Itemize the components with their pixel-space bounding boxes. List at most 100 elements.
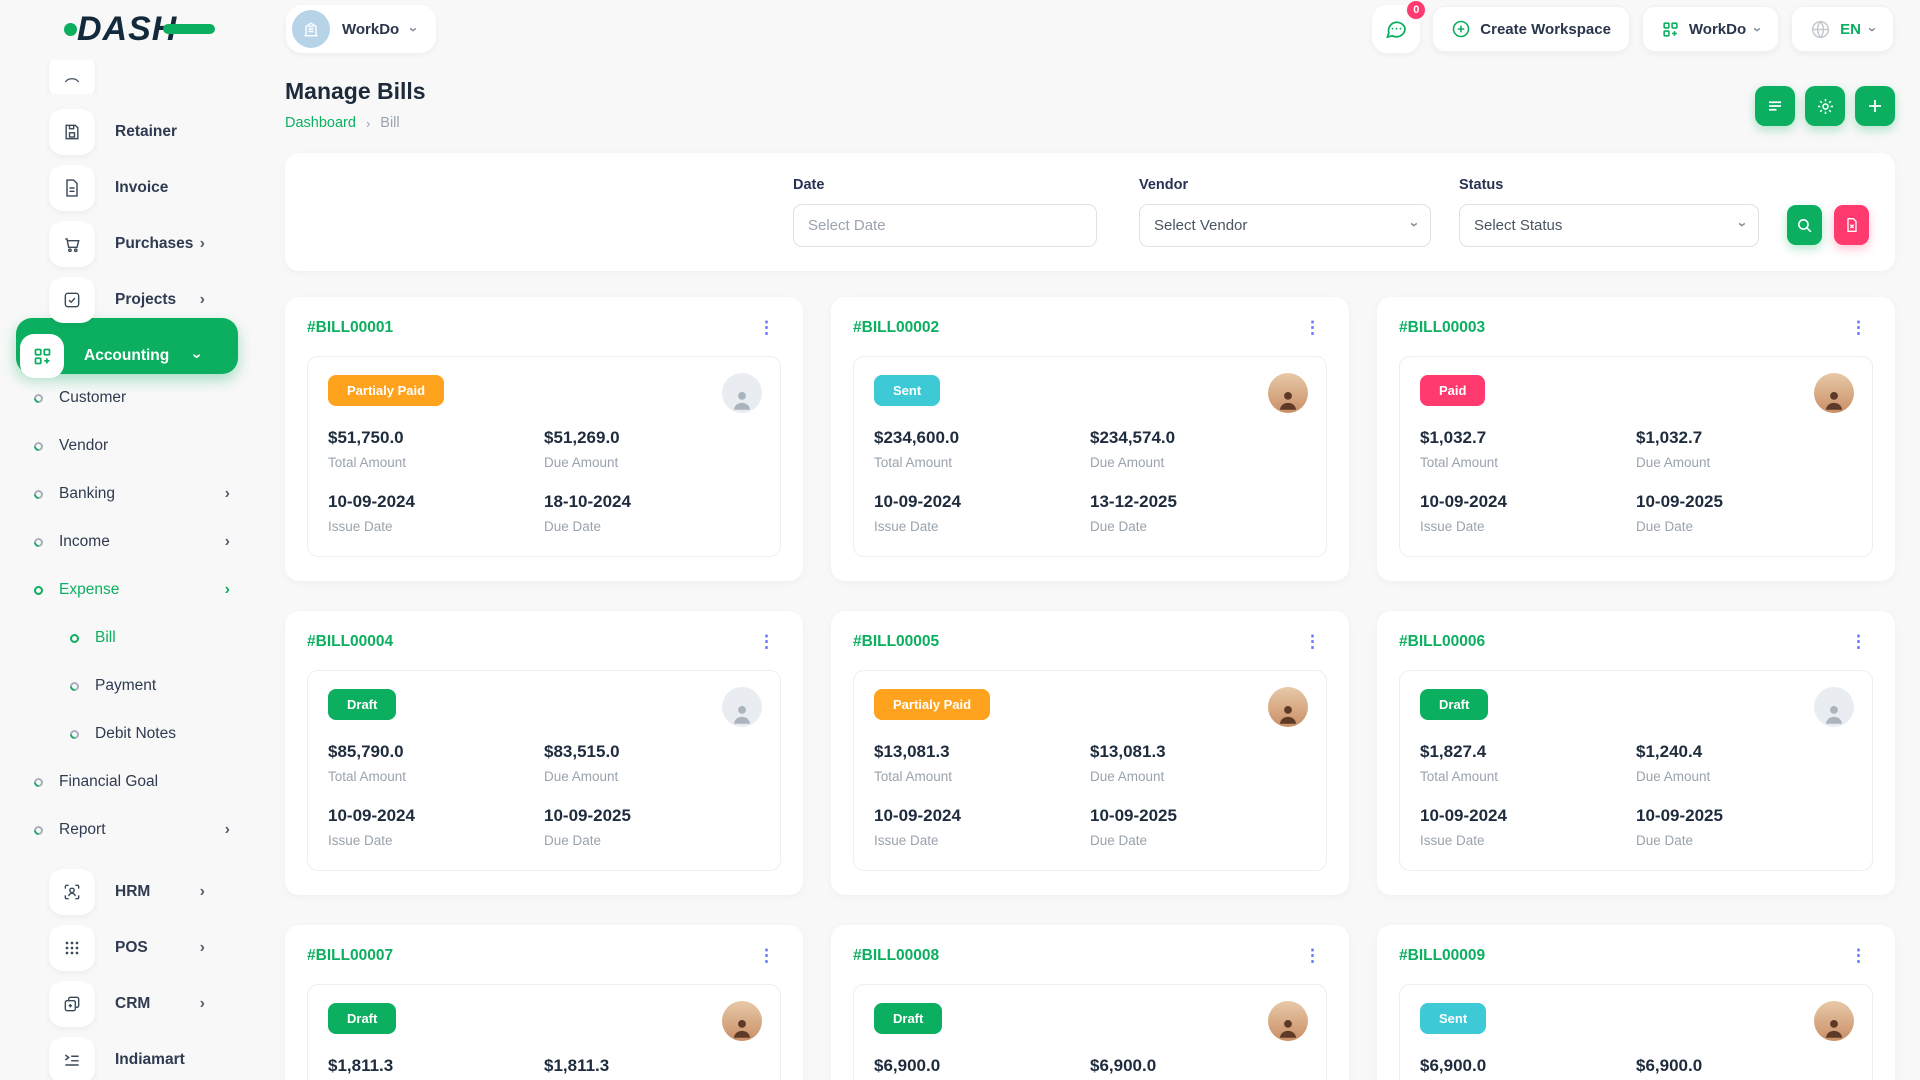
due-amount-value: $1,240.4 [1636,742,1703,761]
kebab-menu-icon[interactable]: ⋮ [1304,632,1321,651]
sidebar-item[interactable]: Customer [16,374,238,422]
bill-id-link[interactable]: #BILL00009 [1399,946,1486,964]
sidebar-item-label: Projects [115,291,177,308]
kebab-menu-icon[interactable]: ⋮ [1850,632,1867,651]
chevron-icon: › [199,883,205,900]
sidebar-item[interactable] [16,60,238,94]
sidebar-item[interactable]: Vendor [16,422,238,470]
bullet-icon [68,679,81,693]
list-view-icon [1766,97,1784,115]
due-amount-label: Due Amount [1090,455,1165,470]
kebab-menu-icon[interactable]: ⋮ [1304,946,1321,965]
issue-date-label: Issue Date [328,833,393,848]
workspace-menu-button[interactable]: WorkDo › [1641,6,1780,52]
create-workspace-button[interactable]: Create Workspace [1432,6,1630,52]
bill-id-link[interactable]: #BILL00001 [307,318,394,336]
vendor-avatar [1814,1001,1854,1041]
issue-date-value: 10-09-2024 [874,806,961,825]
chevron-icon: › [199,235,205,252]
top-header: DASH WorkDo › 0 [0,0,1920,58]
sidebar-item[interactable]: Indiamart [16,1022,238,1080]
total-amount-value: $234,600.0 [874,428,960,447]
sidebar-item[interactable]: Retainer [16,94,238,155]
globe-icon [1810,19,1831,40]
sidebar-item[interactable]: Invoice [16,150,238,211]
messages-button[interactable]: 0 [1372,0,1428,53]
sidebar-item[interactable]: Purchases › [16,206,238,267]
sidebar-item[interactable]: Accounting › [16,318,238,378]
sidebar-item[interactable]: POS › [16,910,238,971]
date-filter-label: Date [793,177,825,193]
kebab-menu-icon[interactable]: ⋮ [758,632,775,651]
bill-id-link[interactable]: #BILL00007 [307,946,394,964]
bullet-icon [68,631,81,645]
due-date-value: 10-09-2025 [1636,806,1723,825]
vendor-filter-label: Vendor [1139,177,1189,193]
sidebar-item[interactable]: Banking › [16,470,238,518]
bill-card: #BILL00005 ⋮ Partialy Paid $13,081.3 [831,611,1349,895]
bill-id-link[interactable]: #BILL00002 [853,318,940,336]
bullet-icon [32,775,45,789]
kebab-menu-icon[interactable]: ⋮ [758,318,775,337]
sidebar-item[interactable]: Report › [16,806,238,854]
vendor-avatar [1268,1001,1308,1041]
total-amount-label: Total Amount [328,455,407,470]
status-badge: Draft [874,1003,943,1034]
bullet-icon [32,535,45,549]
indiamart-icon [49,1037,95,1080]
kebab-menu-icon[interactable]: ⋮ [1850,946,1867,965]
brand-logo[interactable]: DASH [64,10,250,49]
due-amount-value: $1,032.7 [1636,428,1703,447]
sidebar-item[interactable]: Expense › [16,566,238,614]
purchases-icon [49,221,95,267]
chevron-icon: › [224,581,230,598]
bill-id-link[interactable]: #BILL00005 [853,632,940,650]
breadcrumb-dashboard-link[interactable]: Dashboard [285,115,356,131]
bill-id-link[interactable]: #BILL00003 [1399,318,1486,336]
issue-date-label: Issue Date [1420,519,1485,534]
sidebar-item[interactable]: Payment [16,662,238,710]
sidebar-item[interactable]: Debit Notes [16,710,238,758]
bullet-icon [32,391,45,405]
due-date-label: Due Date [1090,833,1148,848]
filter-search-button[interactable] [1787,205,1822,245]
sidebar-item[interactable]: HRM › [16,854,238,915]
vendor-filter-select[interactable]: Select Vendor [1139,204,1431,247]
bill-id-link[interactable]: #BILL00004 [307,632,394,650]
pos-icon [49,925,95,971]
bill-card: #BILL00007 ⋮ Draft $1,811.3 [285,925,803,1080]
kebab-menu-icon[interactable]: ⋮ [1304,318,1321,337]
sidebar-item[interactable]: CRM › [16,966,238,1027]
add-bill-button[interactable] [1855,86,1895,126]
bill-id-link[interactable]: #BILL00008 [853,946,940,964]
status-filter-select[interactable]: Select Status [1459,204,1759,247]
kebab-menu-icon[interactable]: ⋮ [758,946,775,965]
date-filter-input[interactable] [793,204,1097,247]
kebab-menu-icon[interactable]: ⋮ [1850,318,1867,337]
sidebar-item[interactable]: Financial Goal [16,758,238,806]
filter-panel: Date Vendor Select Vendor › Status Selec… [285,153,1895,271]
list-view-button[interactable] [1755,86,1795,126]
filter-reset-button[interactable] [1834,205,1869,245]
status-badge: Partialy Paid [874,689,991,720]
total-amount-value: $85,790.0 [328,742,404,761]
language-selector[interactable]: EN › [1791,6,1894,52]
total-amount-label: Total Amount [328,769,407,784]
issue-date-value: 10-09-2024 [328,806,415,825]
logo-text: DASH [77,9,178,48]
breadcrumb-separator-icon: › [365,115,371,131]
sidebar-item[interactable]: Bill [16,614,238,662]
due-date-value: 10-09-2025 [1090,806,1177,825]
bill-card: #BILL00004 ⋮ Draft $85,790.0 [285,611,803,895]
accounting-icon [20,334,64,378]
bill-id-link[interactable]: #BILL00006 [1399,632,1486,650]
add-plus-icon [1866,97,1884,115]
chevron-down-icon: › [405,26,423,32]
settings-button[interactable] [1805,86,1845,126]
logo-dash-icon [163,24,216,34]
building-icon [292,10,330,48]
workspace-switcher[interactable]: WorkDo › [286,5,437,53]
sidebar-item[interactable]: Income › [16,518,238,566]
due-amount-value: $6,900.0 [1636,1056,1703,1075]
sidebar-item[interactable]: Projects › [16,262,238,323]
